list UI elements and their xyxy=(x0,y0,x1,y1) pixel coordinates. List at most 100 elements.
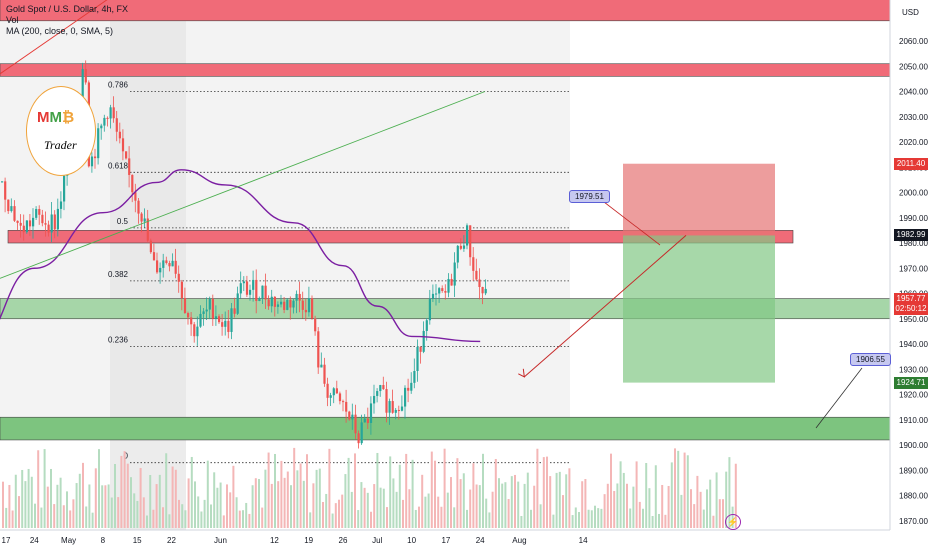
candle-body xyxy=(162,260,165,268)
volume-bar xyxy=(360,482,363,528)
candle-body xyxy=(156,260,159,273)
volume-bar xyxy=(213,472,216,528)
candle-body xyxy=(90,156,94,167)
volume-bar xyxy=(334,503,337,528)
candle-body xyxy=(125,151,128,159)
candle-body xyxy=(187,313,190,318)
volume-bar xyxy=(24,481,27,528)
time-tick-label: Aug xyxy=(512,536,526,545)
candle-body xyxy=(196,326,199,337)
volume-bar xyxy=(94,468,97,528)
candle-body xyxy=(270,296,273,307)
volume-bar xyxy=(379,487,382,528)
price-tick-label: 2060.00 xyxy=(899,37,928,46)
volume-bar xyxy=(101,485,104,528)
volume-bar xyxy=(30,476,33,528)
volume-bar xyxy=(309,512,312,528)
volume-bar xyxy=(344,474,347,528)
volume-bar xyxy=(578,512,580,528)
volume-bar xyxy=(318,468,321,528)
candle-body xyxy=(221,322,224,327)
volume-bar xyxy=(699,491,702,528)
candle-body xyxy=(47,224,50,233)
price-tick-label: 1980.00 xyxy=(899,239,928,248)
volume-bar xyxy=(293,447,296,528)
volume-bar xyxy=(62,505,65,528)
volume-bar xyxy=(78,473,81,528)
volume-bar xyxy=(462,473,465,528)
candle-body xyxy=(298,293,301,301)
candle-body xyxy=(366,418,369,423)
volume-indicator-label[interactable]: Vol xyxy=(6,15,19,25)
volume-bar xyxy=(581,481,584,528)
volume-bar xyxy=(357,510,360,528)
ma-indicator-label[interactable]: MA (200, close, 0, SMA, 5) xyxy=(6,26,114,36)
volume-bar xyxy=(450,477,452,528)
candle-body xyxy=(19,222,22,226)
price-tick-label: 1920.00 xyxy=(899,391,928,400)
symbol-title[interactable]: Gold Spot / U.S. Dollar, 4h, FX xyxy=(6,4,129,14)
candle-body xyxy=(422,330,425,352)
candle-body xyxy=(177,273,180,282)
volume-bar xyxy=(53,504,56,528)
volume-bar xyxy=(613,490,616,528)
price-callout[interactable]: 1906.55 xyxy=(850,353,891,366)
candle-body xyxy=(134,192,137,201)
volume-bar xyxy=(642,508,644,528)
candle-body xyxy=(1,181,4,183)
volume-bar xyxy=(402,499,404,528)
candle-body xyxy=(22,225,25,233)
volume-bar xyxy=(530,509,532,528)
candle-body xyxy=(481,286,484,294)
volume-bar xyxy=(453,507,456,528)
candle-body xyxy=(354,414,357,434)
candle-body xyxy=(261,285,264,299)
candle-body xyxy=(317,331,320,368)
candle-body xyxy=(165,260,168,264)
volume-bar xyxy=(299,463,302,528)
volume-bar xyxy=(206,460,209,528)
volume-bar xyxy=(382,488,385,528)
price-tick-label: 1990.00 xyxy=(899,214,928,223)
lightning-icon[interactable]: ⚡ xyxy=(725,514,741,530)
volume-bar xyxy=(322,501,324,528)
time-tick-label: 15 xyxy=(133,536,142,545)
volume-bar xyxy=(546,456,548,528)
volume-bar xyxy=(238,510,241,528)
volume-bar xyxy=(485,498,488,528)
volume-bar xyxy=(350,491,353,528)
candle-body xyxy=(10,206,13,212)
price-tick-label: 2000.00 xyxy=(899,189,928,198)
volume-bar xyxy=(654,465,657,528)
volume-bar xyxy=(85,506,88,528)
volume-bar xyxy=(242,510,244,528)
time-tick-label: 26 xyxy=(339,536,348,545)
candle-body xyxy=(180,281,183,299)
volume-bar xyxy=(27,468,30,528)
volume-bar xyxy=(555,472,558,528)
time-tick-label: 10 xyxy=(407,536,416,545)
candle-body xyxy=(227,320,230,332)
volume-bar xyxy=(712,515,715,528)
volume-bar xyxy=(494,458,497,528)
volume-bar xyxy=(373,484,376,528)
candle-body xyxy=(236,293,239,314)
candle-body xyxy=(103,117,106,126)
volume-bar xyxy=(411,459,414,528)
volume-bar xyxy=(347,457,350,528)
price-callout[interactable]: 1979.51 xyxy=(569,190,610,203)
candle-body xyxy=(369,403,373,423)
volume-bar xyxy=(165,453,168,528)
volume-bar xyxy=(43,449,46,528)
volume-bar xyxy=(715,472,718,528)
candle-body xyxy=(276,304,280,307)
candle-body xyxy=(118,131,121,139)
volume-bar xyxy=(562,495,564,528)
candle-body xyxy=(301,300,304,310)
volume-bar xyxy=(267,452,270,528)
volume-bar xyxy=(475,484,478,528)
candle-body xyxy=(63,175,66,202)
candle-body xyxy=(106,117,109,119)
candle-body xyxy=(97,128,100,159)
